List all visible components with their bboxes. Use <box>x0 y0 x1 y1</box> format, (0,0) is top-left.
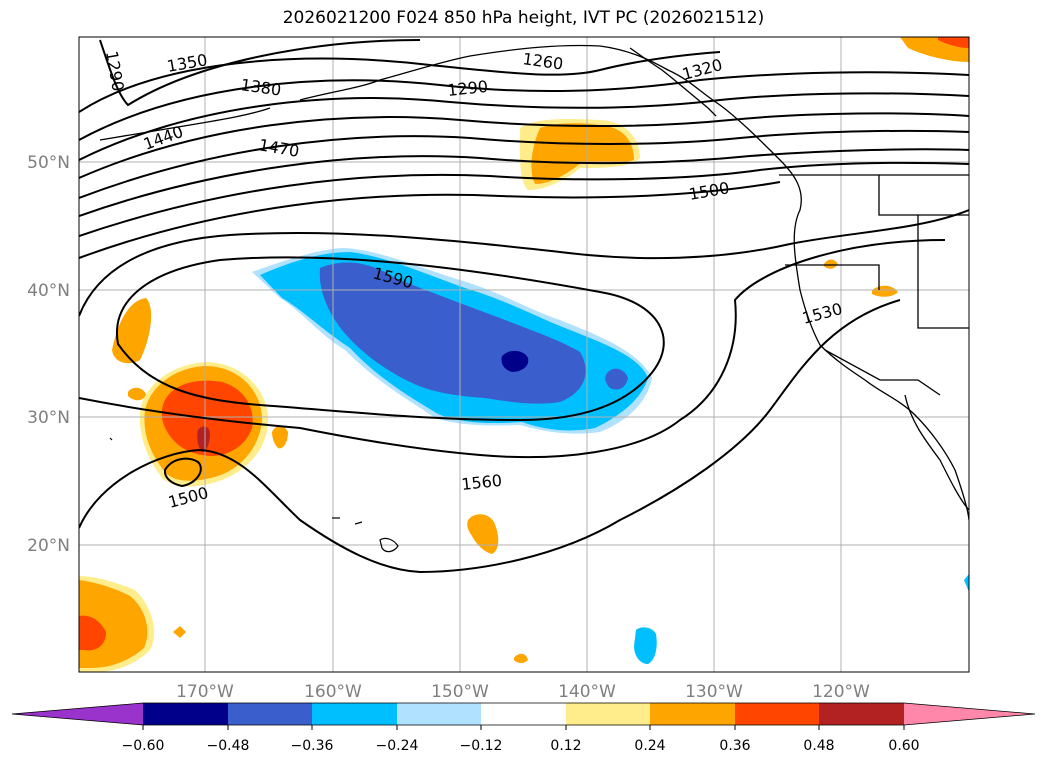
colorbar-segment <box>819 703 904 725</box>
lon-label-140w: 140°W <box>558 682 616 702</box>
colorbar: −0.60 −0.48 −0.36 −0.24 −0.12 0.12 0.24 … <box>11 702 1036 754</box>
colorbar-tick-label: 0.48 <box>803 738 834 754</box>
positive-spot-sw-core <box>79 615 106 651</box>
colorbar-tick-label: −0.60 <box>122 738 165 754</box>
longitude-labels: 170°W 160°W 150°W 140°W 130°W 120°W <box>176 682 870 702</box>
map-title: 2026021200 F024 850 hPa height, IVT PC (… <box>282 8 765 28</box>
coastlines <box>99 44 969 521</box>
height-contours <box>79 39 969 574</box>
lon-label-120w: 120°W <box>812 682 870 702</box>
contour-label: 1290 <box>446 77 488 100</box>
latitude-labels: 50°N 40°N 30°N 20°N <box>27 153 70 556</box>
colorbar-tick-label: −0.48 <box>207 738 250 754</box>
colorbar-max-extension <box>904 703 1035 725</box>
lat-label-20n: 20°N <box>27 536 70 556</box>
islands <box>109 437 399 553</box>
lon-label-150w: 150°W <box>431 682 489 702</box>
positive-spot-hawaii <box>467 514 499 554</box>
colorbar-segment <box>650 703 735 725</box>
map-frame <box>78 36 970 673</box>
negative-spot-south <box>634 627 657 664</box>
colorbar-segment <box>397 703 481 725</box>
positive-spot-3 <box>272 426 288 449</box>
colorbar-tick-label: −0.36 <box>291 738 334 754</box>
negative-anomaly-east <box>605 368 628 390</box>
colorbar-segment <box>566 703 650 725</box>
lon-label-160w: 160°W <box>304 682 362 702</box>
colorbar-segment <box>312 703 397 725</box>
lat-label-30n: 30°N <box>27 408 70 428</box>
positive-spot-oregon <box>824 259 838 269</box>
colorbar-tick-label: 0.12 <box>550 738 581 754</box>
positive-spot-1 <box>112 298 152 364</box>
lat-label-50n: 50°N <box>27 153 70 173</box>
lon-label-130w: 130°W <box>685 682 743 702</box>
negative-anomaly-core <box>501 350 529 372</box>
positive-spot-gulf-inner <box>531 123 634 184</box>
negative-edge-east <box>964 574 969 592</box>
colorbar-tick-label: 0.36 <box>719 738 750 754</box>
lon-label-170w: 170°W <box>176 682 234 702</box>
colorbar-tick-label: 0.24 <box>634 738 665 754</box>
contour-label: 1560 <box>460 471 502 494</box>
colorbar-segment <box>228 703 312 725</box>
ivt-shading <box>79 37 969 672</box>
colorbar-tick-label: 0.60 <box>888 738 919 754</box>
positive-anomaly-core <box>197 426 210 452</box>
colorbar-tick-label: −0.12 <box>460 738 503 754</box>
colorbar-segment <box>735 703 819 725</box>
colorbar-min-extension <box>12 703 143 725</box>
positive-spot-tiny <box>173 626 186 638</box>
graticule <box>79 37 969 672</box>
colorbar-segment <box>143 703 228 725</box>
colorbar-ticks <box>142 725 905 730</box>
positive-spot-ne-core <box>938 37 969 48</box>
colorbar-tick-label: −0.24 <box>376 738 419 754</box>
positive-spot-small <box>514 653 528 663</box>
lat-label-40n: 40°N <box>27 281 70 301</box>
colorbar-segment <box>481 703 566 725</box>
positive-spot-2 <box>128 387 146 401</box>
